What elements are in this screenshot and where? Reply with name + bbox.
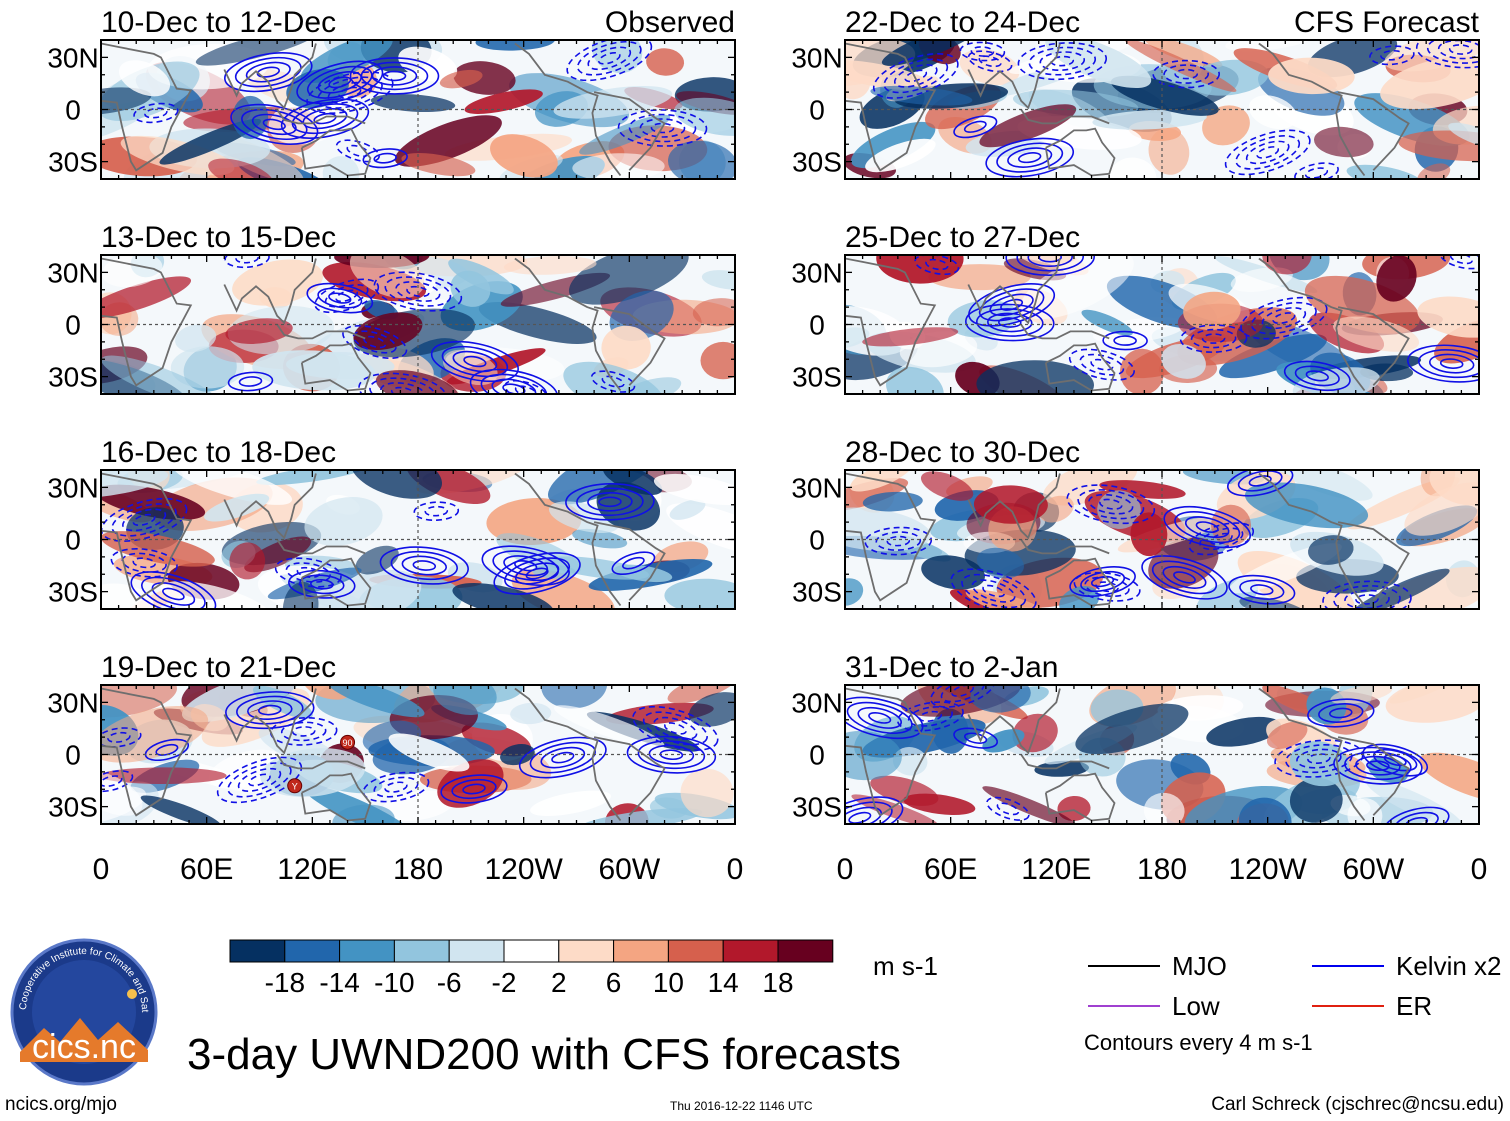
wind-anomaly-field bbox=[808, 448, 1502, 634]
panel-period-label: 28-Dec to 30-Dec bbox=[845, 436, 1080, 469]
lon-tick-label: 0 bbox=[837, 853, 854, 886]
colorbar-label: 18 bbox=[762, 967, 793, 998]
lon-tick-label: 120W bbox=[484, 853, 563, 886]
colorbar-label: -2 bbox=[492, 967, 517, 998]
lat-tick-label: 0 bbox=[809, 310, 825, 341]
colorbar-swatch bbox=[340, 940, 395, 962]
figure-title: 3-day UWND200 with CFS forecasts bbox=[187, 1030, 901, 1080]
lat-tick-label: 0 bbox=[65, 740, 81, 771]
lat-tick-label: 0 bbox=[65, 525, 81, 556]
colorbar-swatch bbox=[504, 940, 559, 962]
panel-period-label: 31-Dec to 2-Jan bbox=[845, 651, 1058, 684]
lon-tick-label: 120E bbox=[1021, 853, 1091, 886]
lat-tick-label: 30S bbox=[48, 362, 98, 393]
lat-tick-label: 30S bbox=[48, 577, 98, 608]
wind-anomaly-field bbox=[813, 658, 1510, 850]
lon-tick-label: 180 bbox=[1137, 853, 1187, 886]
legend-label: Kelvin x2 bbox=[1396, 951, 1502, 981]
colorbar-swatch bbox=[614, 940, 669, 962]
lon-tick-label: 0 bbox=[727, 853, 744, 886]
figure: 30N 0 30S 10-Dec to 12-Dec Observed 30N 0 30S 13… bbox=[0, 0, 1510, 1121]
lon-tick-label: 60W bbox=[598, 853, 660, 886]
colorbar-label: -6 bbox=[437, 967, 462, 998]
panel-period-label: 19-Dec to 21-Dec bbox=[101, 651, 336, 684]
panel-period-label: 25-Dec to 27-Dec bbox=[845, 221, 1080, 254]
lat-tick-label: 30N bbox=[791, 687, 842, 718]
colorbar-label: 2 bbox=[551, 967, 567, 998]
colorbar-swatch bbox=[668, 940, 723, 962]
timestamp: Thu 2016-12-22 1146 UTC bbox=[670, 1099, 813, 1113]
panel-period-label: 13-Dec to 15-Dec bbox=[101, 221, 336, 254]
lon-tick-label: 60E bbox=[180, 853, 233, 886]
lat-tick-label: 30S bbox=[48, 147, 98, 178]
panel-6: 30N 0 30S 25-Dec to 27-Dec bbox=[791, 221, 1510, 422]
panel-period-label: 16-Dec to 18-Dec bbox=[101, 436, 336, 469]
panel-tag-label: CFS Forecast bbox=[1294, 6, 1480, 39]
contour-legend: MJO Kelvin x2 Low ER bbox=[1088, 951, 1502, 1021]
lon-tick-label: 180 bbox=[393, 853, 443, 886]
colorbar-swatch bbox=[723, 940, 778, 962]
legend-label: MJO bbox=[1172, 951, 1227, 981]
panel-8: 30N 0 30S 31-Dec to 2-Jan 0 60E 120E 180 120W 60W… bbox=[791, 651, 1510, 886]
colorbar-label: 10 bbox=[653, 967, 684, 998]
panel-2: 30N 0 30S 13-Dec to 15-Dec bbox=[47, 221, 751, 427]
colorbar-label: -14 bbox=[319, 967, 359, 998]
lat-tick-label: 0 bbox=[809, 95, 825, 126]
lat-tick-label: 0 bbox=[65, 310, 81, 341]
lat-tick-label: 0 bbox=[809, 740, 825, 771]
lat-tick-label: 0 bbox=[65, 95, 81, 126]
lat-tick-label: 30N bbox=[791, 472, 842, 503]
panel-tag-label: Observed bbox=[605, 6, 735, 39]
panel-period-label: 22-Dec to 24-Dec bbox=[845, 6, 1080, 39]
panel-5: 30N 0 30S 22-Dec to 24-Dec CFS Forecast bbox=[790, 6, 1510, 200]
lat-tick-label: 30N bbox=[47, 472, 98, 503]
lat-tick-label: 30N bbox=[47, 257, 98, 288]
panel-3: 30N 0 30S 16-Dec to 18-Dec bbox=[47, 426, 786, 636]
colorbar-label: 14 bbox=[708, 967, 739, 998]
colorbar-label: -18 bbox=[265, 967, 305, 998]
lat-tick-label: 30S bbox=[48, 792, 98, 823]
lat-tick-label: 30S bbox=[792, 792, 842, 823]
colorbar-label: -10 bbox=[374, 967, 414, 998]
lat-tick-label: 0 bbox=[809, 525, 825, 556]
author-credit: Carl Schreck (cjschrec@ncsu.edu) bbox=[1211, 1094, 1504, 1116]
lon-tick-label: 60E bbox=[924, 853, 977, 886]
panel-period-label: 10-Dec to 12-Dec bbox=[101, 6, 336, 39]
lon-tick-label: 0 bbox=[1471, 853, 1488, 886]
lat-tick-label: 30S bbox=[792, 147, 842, 178]
storm-marker-label: Y bbox=[292, 781, 298, 791]
colorbar-swatch bbox=[394, 940, 449, 962]
lat-tick-label: 30N bbox=[47, 42, 98, 73]
lat-tick-label: 30N bbox=[47, 687, 98, 718]
lat-tick-label: 30S bbox=[792, 362, 842, 393]
site-url[interactable]: ncics.org/mjo bbox=[5, 1094, 117, 1116]
lat-tick-label: 30N bbox=[791, 257, 842, 288]
colorbar-swatch bbox=[285, 940, 340, 962]
legend-label: Low bbox=[1172, 991, 1220, 1021]
lon-tick-label: 120W bbox=[1228, 853, 1307, 886]
colorbar: -18 -14 -10 -6 -2 2 6 10 14 18 bbox=[230, 940, 833, 998]
legend-label: ER bbox=[1396, 991, 1432, 1021]
panel-1: 30N 0 30S 10-Dec to 12-Dec Observed bbox=[47, 6, 765, 207]
panel-4: 30N 0 30S 19-Dec to 21-Dec 0 60E 120E 180 120W 60… bbox=[47, 650, 749, 886]
lat-tick-label: 30S bbox=[792, 577, 842, 608]
lon-tick-label: 0 bbox=[93, 853, 110, 886]
contour-note: Contours every 4 m s-1 bbox=[1084, 1030, 1313, 1056]
wind-anomaly-field bbox=[64, 231, 752, 427]
colorbar-swatch bbox=[778, 940, 833, 962]
lon-tick-label: 120E bbox=[277, 853, 347, 886]
storm-marker-label: 90 bbox=[343, 738, 353, 748]
colorbar-swatch bbox=[230, 940, 285, 962]
panel-7: 30N 0 30S 28-Dec to 30-Dec bbox=[791, 436, 1502, 634]
logo-wordmark: cics.nc bbox=[32, 1028, 136, 1066]
colorbar-label: 6 bbox=[606, 967, 622, 998]
colorbar-swatch bbox=[559, 940, 614, 962]
units-label: m s-1 bbox=[873, 951, 938, 982]
lat-tick-label: 30N bbox=[791, 42, 842, 73]
lon-tick-label: 60W bbox=[1342, 853, 1404, 886]
colorbar-swatch bbox=[449, 940, 504, 962]
